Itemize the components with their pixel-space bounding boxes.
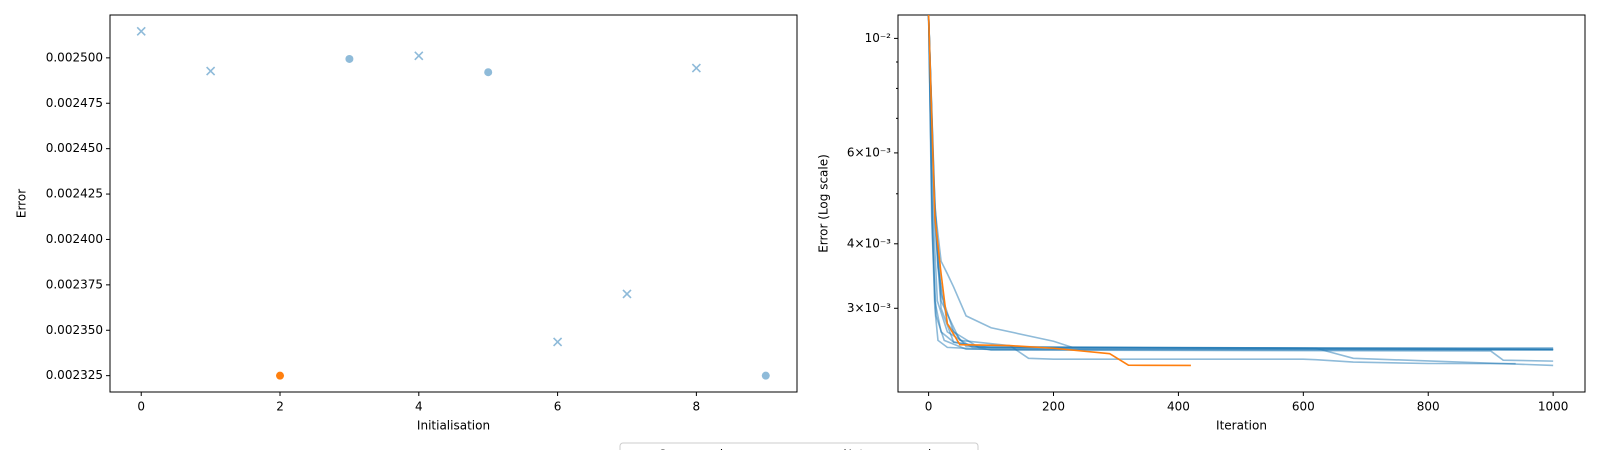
x-axis-label: Initialisation: [417, 419, 490, 433]
series-line: [927, 15, 1554, 351]
x-tick-label: 800: [1417, 400, 1440, 414]
point: [345, 54, 354, 63]
x-stroke: [553, 337, 563, 347]
x-stroke: [622, 289, 632, 299]
x-tick-label: 8: [693, 400, 701, 414]
legend-box: [619, 442, 979, 450]
series-line: [927, 15, 1554, 362]
y-axis-label: Error (Log scale): [817, 154, 831, 253]
x-marker: [553, 337, 563, 347]
series-line: [927, 15, 1554, 367]
series-line: [927, 15, 1554, 351]
y-tick-label: 0.002425: [46, 187, 103, 201]
axes-frame: [109, 14, 798, 393]
y-tick-label: 0.002350: [46, 323, 103, 337]
y-tick-label: 0.002375: [46, 277, 103, 291]
x-marker: [414, 51, 424, 61]
x-stroke: [136, 26, 146, 36]
x-stroke: [414, 51, 424, 61]
y-tick-label: 0.002450: [46, 141, 103, 155]
point: [276, 371, 285, 380]
y-axis-label: Error: [15, 189, 29, 218]
x-tick-label: 4: [415, 400, 423, 414]
y-tick-label: 0.002400: [46, 232, 103, 246]
series-line: [927, 15, 1554, 351]
axes-frame: [897, 14, 1586, 393]
series-line: [927, 15, 1554, 351]
x-marker: [622, 289, 632, 299]
x-marker: [206, 66, 216, 76]
y-tick-label: 0.002500: [46, 50, 103, 64]
x-marker: [691, 63, 701, 73]
x-tick-label: 600: [1292, 400, 1315, 414]
y-tick-label: 0.002325: [46, 368, 103, 382]
series-line: [927, 15, 1554, 349]
series-line: [927, 15, 1554, 350]
series-line: [927, 15, 1191, 367]
legend-label: Converged: [658, 448, 723, 450]
x-tick-label: 200: [1042, 400, 1065, 414]
point: [761, 371, 770, 380]
x-tick-label: 400: [1167, 400, 1190, 414]
x-tick-label: 1000: [1538, 400, 1569, 414]
series-line: [927, 15, 1516, 365]
point: [484, 68, 493, 77]
y-tick-label: 0.002475: [46, 96, 103, 110]
y-tick-label: 3×10⁻³: [847, 301, 891, 315]
y-tick-label: 10⁻²: [865, 31, 892, 45]
x-tick-label: 2: [276, 400, 284, 414]
y-tick-label: 4×10⁻³: [847, 236, 891, 250]
x-tick-label: 0: [925, 400, 933, 414]
x-stroke: [691, 63, 701, 73]
y-tick-label: 6×10⁻³: [847, 145, 891, 159]
x-stroke: [206, 66, 216, 76]
x-axis-label: Iteration: [1216, 419, 1267, 433]
x-marker: [136, 26, 146, 36]
plot-area: [927, 15, 1554, 367]
x-tick-label: 6: [554, 400, 562, 414]
x-tick-label: 0: [137, 400, 145, 414]
legend-label: Not converged: [843, 448, 931, 450]
